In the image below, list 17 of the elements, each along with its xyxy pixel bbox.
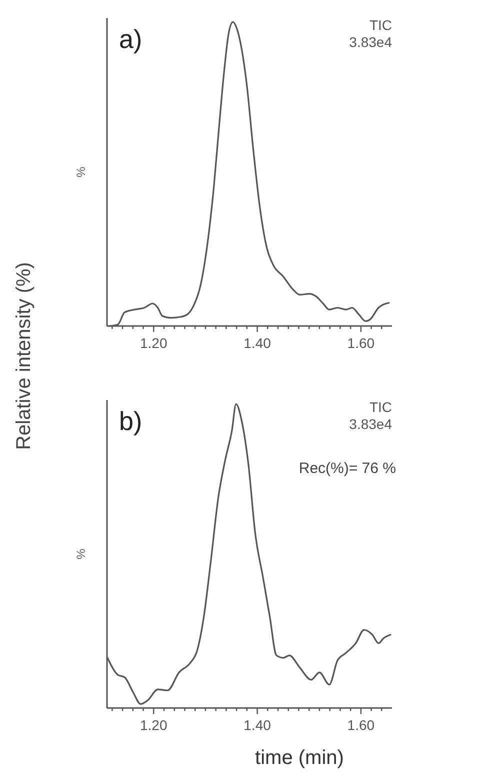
x-tick-label: 1.40 xyxy=(244,335,272,351)
y-axis-title: % xyxy=(74,548,88,560)
x-tick-label: 1.60 xyxy=(347,335,375,351)
x-tick-label: 1.20 xyxy=(140,335,168,351)
annotation: TIC xyxy=(369,17,392,33)
annotation: 3.83e4 xyxy=(349,416,392,432)
x-axis-title: time (min) xyxy=(255,747,344,769)
chart-title: b) xyxy=(119,406,142,436)
annotation: Rec(%)= 76 % xyxy=(298,460,396,477)
annotation: TIC xyxy=(369,399,392,415)
x-tick-label: 1.20 xyxy=(140,717,168,733)
x-tick-label: 1.60 xyxy=(347,717,375,733)
annotation: 3.83e4 xyxy=(349,34,392,50)
y-axis-title: % xyxy=(74,166,88,178)
x-tick-label: 1.40 xyxy=(244,717,272,733)
text: Relative intensity (%) xyxy=(13,262,35,450)
chart-title: a) xyxy=(119,24,142,54)
